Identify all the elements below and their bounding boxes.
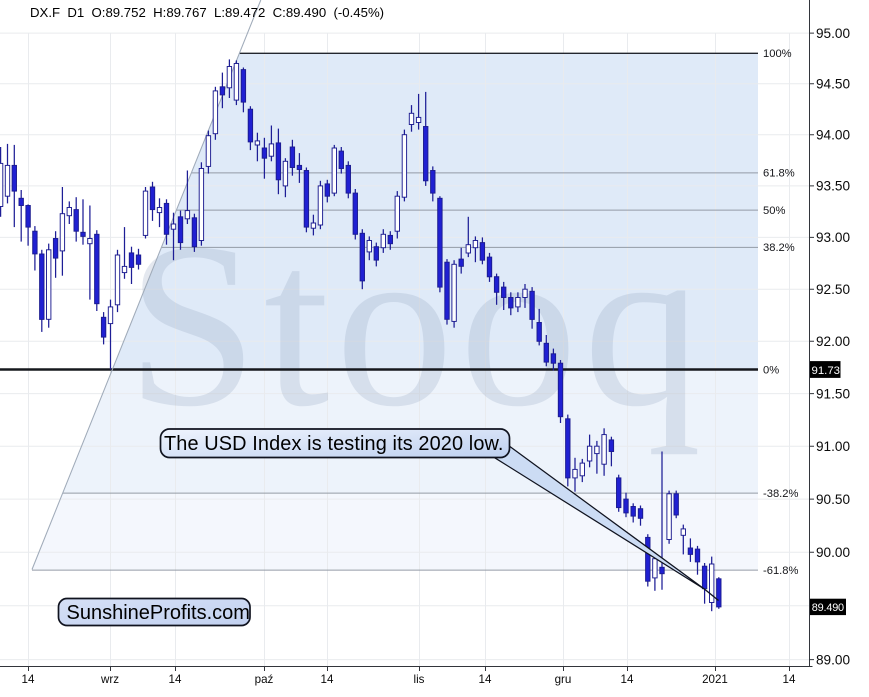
svg-text:92.50: 92.50 (816, 282, 850, 297)
svg-text:89.00: 89.00 (816, 652, 850, 667)
svg-text:The USD Index is testing its 2: The USD Index is testing its 2020 low. (164, 433, 504, 455)
svg-text:100%: 100% (763, 48, 792, 60)
svg-text:SunshineProfits.com: SunshineProfits.com (67, 602, 250, 624)
svg-text:lis: lis (414, 673, 425, 686)
svg-text:paź: paź (255, 673, 274, 686)
svg-text:92.00: 92.00 (816, 334, 850, 349)
svg-text:94.50: 94.50 (816, 77, 850, 92)
svg-text:14: 14 (479, 673, 492, 686)
svg-text:-38.2%: -38.2% (763, 488, 798, 500)
svg-text:61.8%: 61.8% (763, 168, 795, 180)
svg-text:90.00: 90.00 (816, 545, 850, 560)
svg-text:95.00: 95.00 (816, 26, 850, 41)
svg-text:38.2%: 38.2% (763, 242, 795, 254)
svg-text:DX.F D1 O:89.752 H:89.767: DX.F D1 O:89.752 H:89.767 L:89.472 C:89.… (30, 5, 384, 20)
svg-text:14: 14 (22, 673, 35, 686)
svg-text:93.50: 93.50 (816, 179, 850, 194)
svg-text:14: 14 (621, 673, 634, 686)
svg-text:Stooq: Stooq (127, 195, 708, 456)
svg-text:2021: 2021 (702, 673, 728, 686)
svg-text:gru: gru (555, 673, 572, 686)
svg-text:-61.8%: -61.8% (763, 565, 798, 577)
svg-text:90.50: 90.50 (816, 492, 850, 507)
svg-text:94.00: 94.00 (816, 127, 850, 142)
svg-text:91.50: 91.50 (816, 386, 850, 401)
svg-text:91.00: 91.00 (816, 439, 850, 454)
svg-text:89.490: 89.490 (812, 602, 844, 614)
svg-text:93.00: 93.00 (816, 230, 850, 245)
svg-text:14: 14 (169, 673, 182, 686)
svg-text:91.73: 91.73 (812, 365, 841, 377)
svg-text:50%: 50% (763, 205, 785, 217)
svg-text:14: 14 (321, 673, 334, 686)
svg-text:14: 14 (783, 673, 796, 686)
svg-text:0%: 0% (763, 364, 779, 376)
svg-text:wrz: wrz (100, 673, 119, 686)
